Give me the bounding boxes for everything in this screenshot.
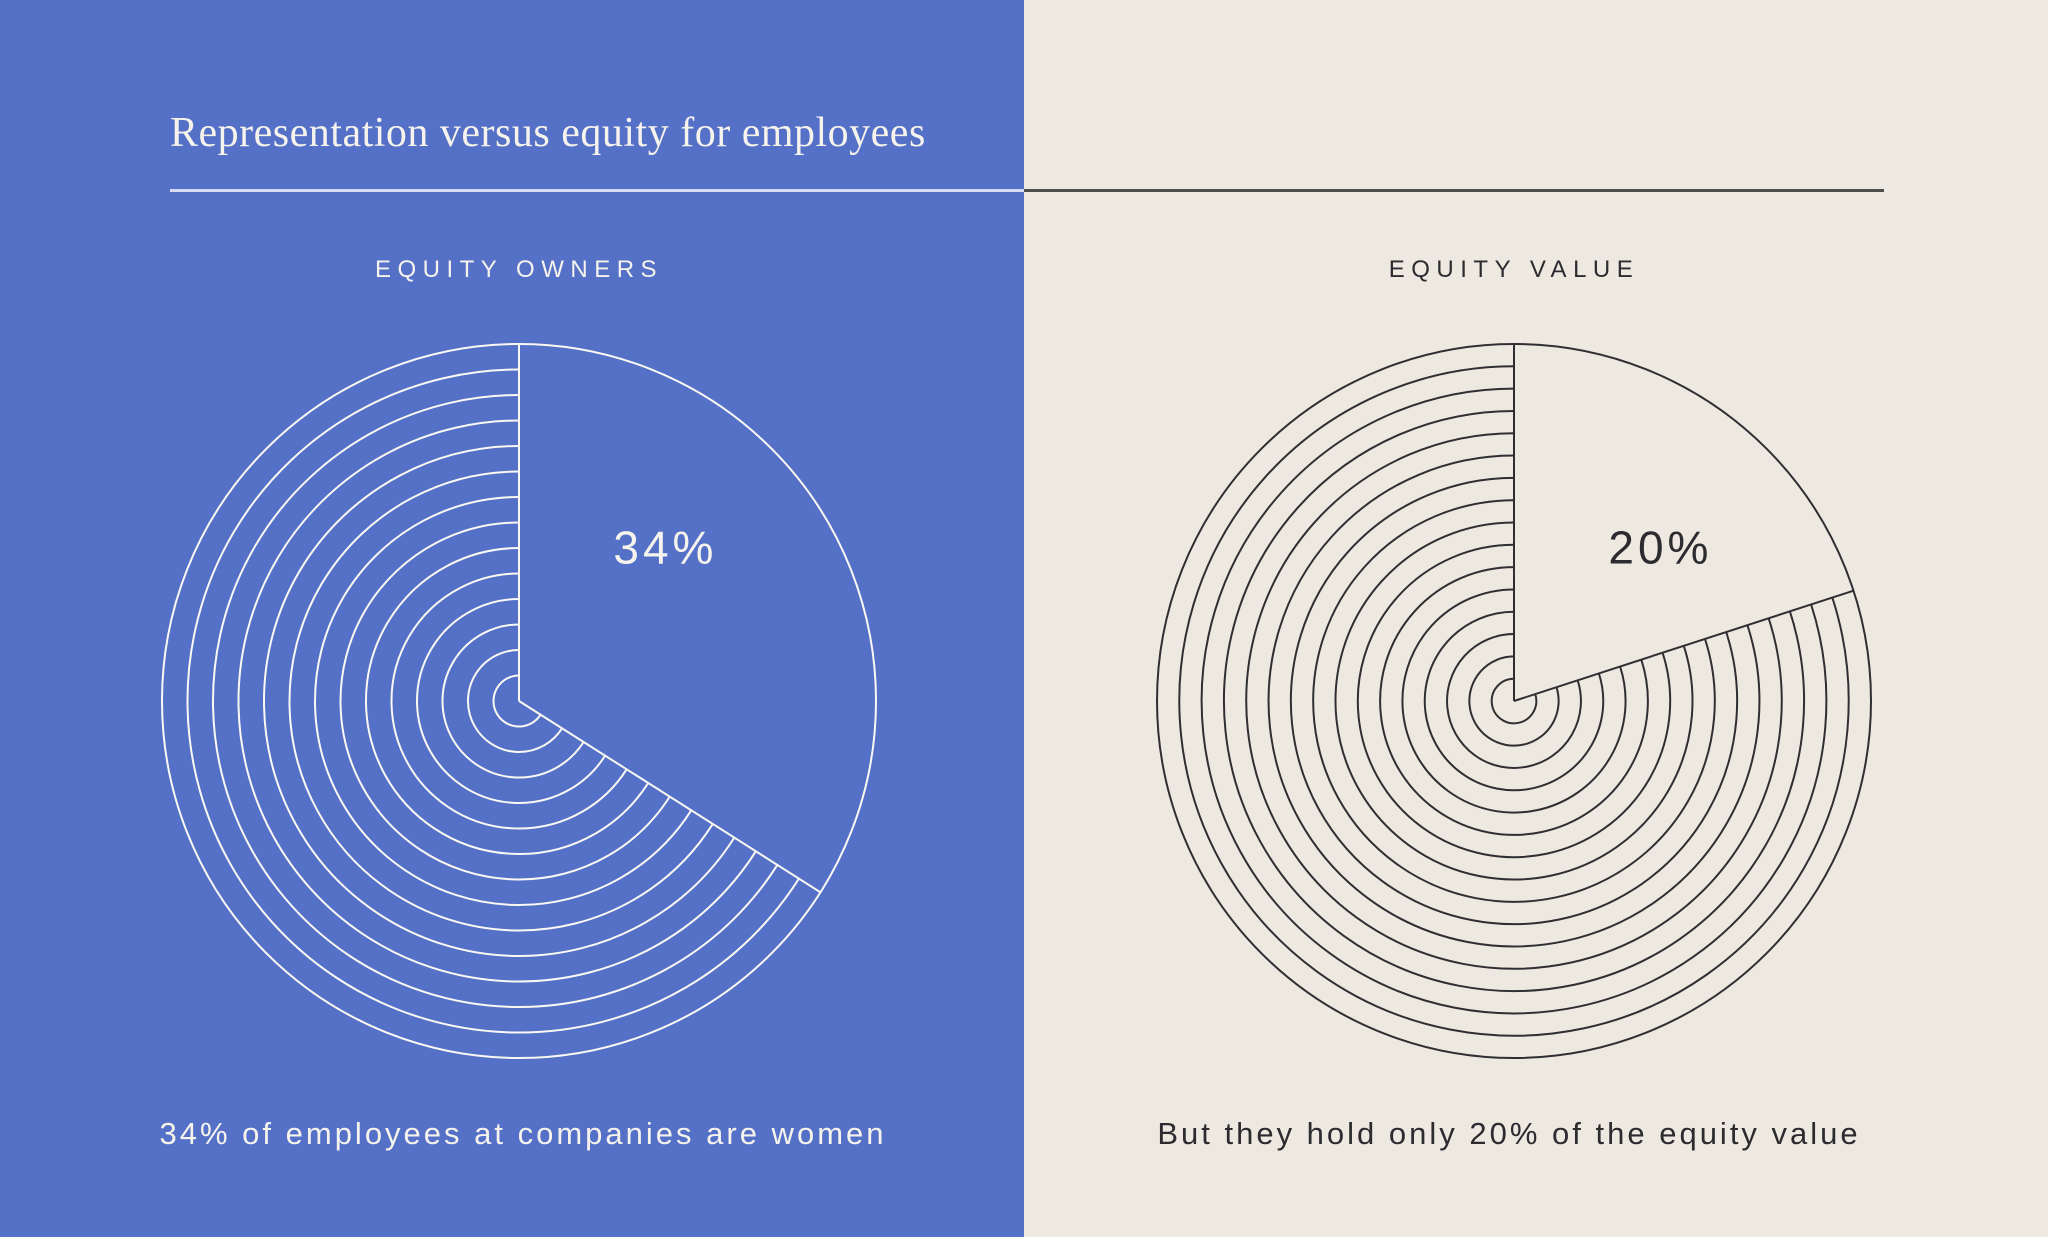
- concentric-ring: [1401, 588, 1627, 814]
- title-underline: [170, 189, 1884, 192]
- caption-equity-owners: 34% of employees at companies are women: [159, 1116, 887, 1151]
- title-underline-left-segment: [170, 189, 1024, 192]
- concentric-ring: [1490, 677, 1538, 725]
- concentric-ring: [186, 368, 800, 1034]
- pie-chart-equity-value: 20%: [1134, 321, 1894, 1081]
- concentric-ring: [263, 445, 736, 957]
- section-label-equity-value: EQUITY VALUE: [1388, 256, 1640, 283]
- concentric-ring: [288, 470, 714, 932]
- concentric-ring: [1446, 633, 1582, 769]
- concentric-ring: [212, 394, 779, 1008]
- concentric-ring: [1245, 432, 1783, 970]
- concentric-ring: [1312, 499, 1716, 903]
- concentric-ring: [1468, 655, 1560, 747]
- concentric-ring: [1267, 454, 1761, 948]
- concentric-ring: [390, 572, 628, 830]
- concentric-ring: [492, 674, 542, 728]
- page-title: Representation versus equity for employe…: [170, 110, 926, 156]
- pie-chart-equity-owners: 34%: [139, 321, 899, 1081]
- concentric-ring: [1379, 566, 1649, 836]
- concentric-ring: [365, 547, 650, 855]
- panel-equity-value: [1024, 0, 2048, 1237]
- concentric-ring: [1222, 409, 1805, 993]
- pie-svg: 20%: [1156, 343, 1872, 1059]
- concentric-ring: [1334, 521, 1694, 881]
- concentric-ring: [1178, 365, 1850, 1037]
- section-label-equity-owners: EQUITY OWNERS: [374, 256, 664, 283]
- slice-boundary-line-end: [518, 700, 821, 894]
- concentric-ring: [237, 419, 757, 983]
- concentric-ring: [339, 521, 671, 881]
- title-underline-right-segment: [1024, 189, 1884, 192]
- concentric-ring: [441, 623, 585, 779]
- concentric-ring: [314, 496, 693, 906]
- concentric-ring: [416, 598, 606, 804]
- slice-label: 34%: [613, 522, 717, 574]
- concentric-ring: [1200, 387, 1828, 1015]
- slice-label: 20%: [1608, 522, 1712, 574]
- pie-svg: 34%: [161, 343, 877, 1059]
- concentric-ring: [1423, 610, 1605, 792]
- concentric-ring: [467, 649, 563, 753]
- caption-equity-value: But they hold only 20% of the equity val…: [1157, 1116, 1861, 1151]
- concentric-ring: [1356, 543, 1672, 859]
- concentric-ring: [1289, 476, 1739, 926]
- slice-boundary-line-end: [1513, 589, 1854, 702]
